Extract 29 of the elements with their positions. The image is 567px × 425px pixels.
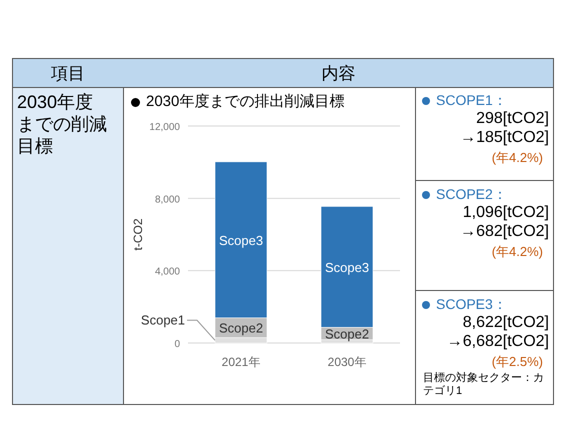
text: SCOPE1：	[436, 92, 507, 110]
text: 298[tCO2]	[476, 110, 549, 128]
text: →185[tCO2]	[460, 129, 549, 147]
text: →682[tCO2]	[460, 223, 549, 241]
text: 1,096[tCO2]	[462, 204, 549, 222]
text: 項目	[50, 63, 86, 85]
y-tick-label: 4,000	[154, 266, 180, 278]
text: (年4.2%)	[492, 149, 543, 167]
y-axis-title: t-CO2	[131, 218, 145, 251]
series-label: Scope2	[324, 326, 370, 342]
text: 8,622[tCO2]	[462, 314, 549, 332]
text: 目標の対象セクター：カテゴリ1	[423, 372, 545, 398]
text: (年2.5%)	[492, 353, 543, 371]
y-tick-label: 0	[174, 339, 180, 350]
x-tick-label: 2021年	[222, 355, 260, 369]
text: SCOPE3：	[436, 296, 507, 314]
x-tick-label: 2030年	[328, 355, 366, 369]
text: Scope2	[218, 320, 264, 336]
text: SCOPE2：	[436, 186, 507, 204]
text: 2030年度までの削減目標	[17, 91, 108, 157]
text: →6,682[tCO2]	[446, 333, 549, 351]
text: Scope3	[324, 260, 370, 275]
chart-title: 2030年度までの排出削減目標	[146, 92, 344, 111]
text: Scope1	[140, 312, 186, 328]
text: (年4.2%)	[492, 243, 543, 261]
text: 内容	[320, 63, 356, 85]
y-tick-label: 8,000	[154, 194, 180, 206]
y-tick-label: 12,000	[149, 122, 180, 133]
series-label: Scope3	[218, 232, 264, 248]
